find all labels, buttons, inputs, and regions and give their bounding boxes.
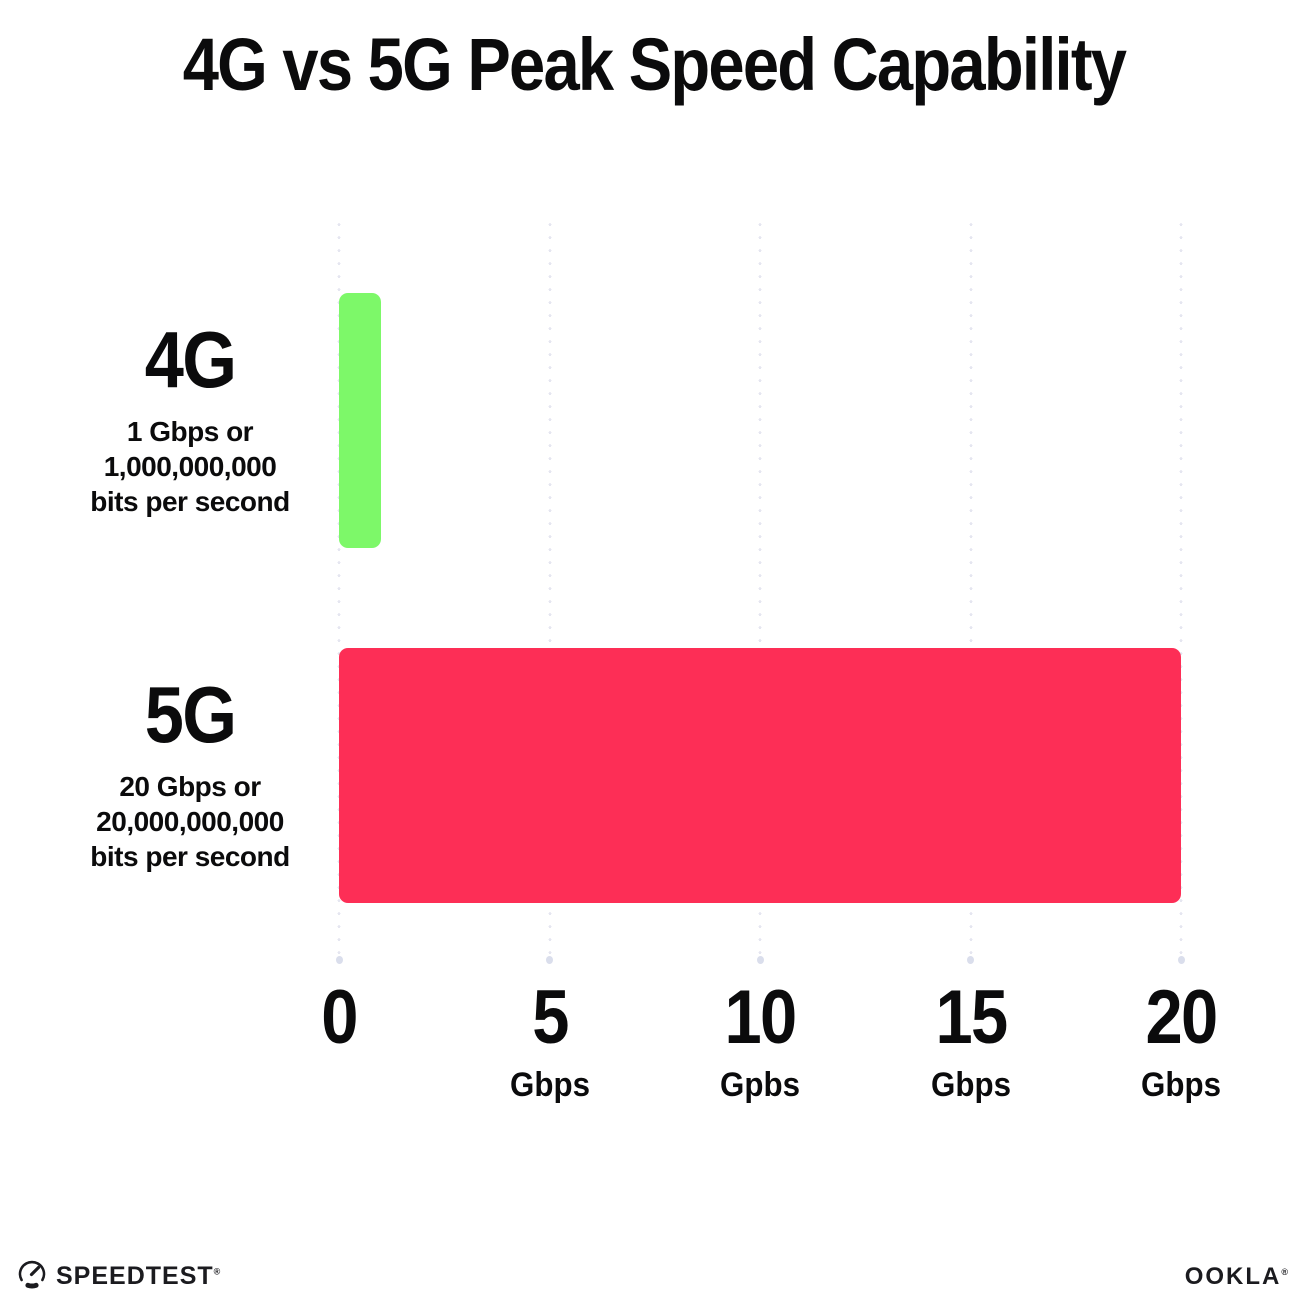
x-tick-5: 5 Gbps bbox=[506, 980, 593, 1105]
x-tick-unit: Gbps bbox=[930, 1066, 1011, 1104]
x-axis: 0 5 Gbps 10 Gpbs 15 Gbps 20 Gbps bbox=[321, 980, 1221, 1110]
category-description-line: 1 Gbps or bbox=[126, 416, 254, 447]
footer: SPEEDTEST® OOKLA® bbox=[16, 1258, 1290, 1295]
ookla-trademark: ® bbox=[1281, 1266, 1290, 1277]
row-label-5g: 5G 20 Gbps or 20,000,000,000 bits per secon… bbox=[40, 675, 340, 874]
x-tick-20: 20 Gbps bbox=[1138, 980, 1225, 1105]
x-tick-unit: Gbps bbox=[1141, 1066, 1221, 1104]
x-tick-0: 0 bbox=[319, 980, 359, 1056]
speedometer-gauge-icon bbox=[16, 1258, 48, 1295]
bar-4g bbox=[339, 293, 382, 548]
category-description-line: 20,000,000,000 bbox=[96, 806, 284, 837]
x-tick-10: 10 Gpbs bbox=[717, 980, 804, 1105]
gridline-10 bbox=[758, 223, 762, 960]
gridline-0 bbox=[337, 223, 341, 960]
gridline-20 bbox=[1179, 223, 1183, 960]
gridline-5 bbox=[548, 223, 551, 960]
row-label-4g: 4G 1 Gbps or 1,000,000,000 bits per second bbox=[40, 320, 340, 519]
ookla-logo: OOKLA® bbox=[1185, 1263, 1290, 1291]
bar-5g bbox=[339, 648, 1181, 903]
category-description-line: bits per second bbox=[90, 841, 290, 872]
x-tick-number: 0 bbox=[321, 975, 358, 1060]
x-tick-unit: Gpbs bbox=[720, 1066, 800, 1104]
x-tick-number: 10 bbox=[724, 975, 798, 1060]
plot-area bbox=[337, 223, 1183, 960]
speedtest-trademark: ® bbox=[213, 1266, 222, 1277]
x-tick-number: 20 bbox=[1145, 975, 1219, 1060]
category-label: 5G bbox=[144, 670, 237, 759]
x-tick-number: 15 bbox=[935, 975, 1008, 1060]
speedtest-logo: SPEEDTEST® bbox=[16, 1258, 221, 1295]
ookla-wordmark: OOKLA bbox=[1184, 1262, 1282, 1290]
category-description-line: 1,000,000,000 bbox=[103, 451, 277, 482]
gridline-15 bbox=[969, 223, 972, 960]
category-description-line: bits per second bbox=[90, 486, 290, 517]
category-label: 4G bbox=[144, 315, 237, 404]
x-tick-number: 5 bbox=[531, 975, 569, 1060]
speedtest-wordmark: SPEEDTEST® bbox=[56, 1262, 222, 1290]
chart-title: 4G vs 5G Peak Speed Capability bbox=[182, 23, 1127, 106]
x-tick-15: 15 Gbps bbox=[927, 980, 1014, 1105]
x-tick-unit: Gbps bbox=[509, 1066, 590, 1104]
category-description-line: 20 Gbps or bbox=[119, 771, 261, 802]
